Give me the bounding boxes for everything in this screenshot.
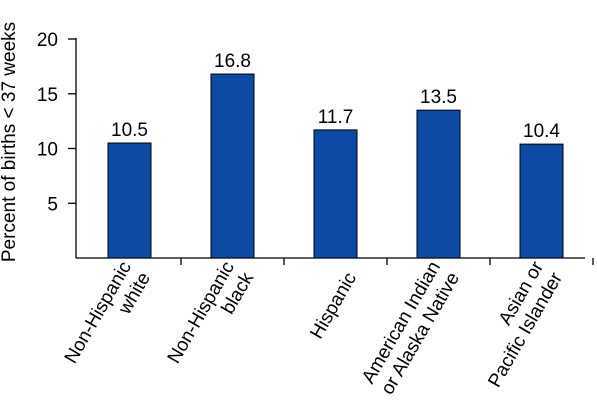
bar-value-label: 10.5 bbox=[111, 120, 148, 141]
bars bbox=[107, 73, 594, 265]
y-tick-label: 15 bbox=[37, 85, 58, 106]
y-axis-title: Percent of births < 37 weeks bbox=[0, 22, 20, 262]
y-axis-ticks: 5 10 15 20 bbox=[37, 30, 76, 215]
y-tick-label: 10 bbox=[37, 140, 58, 161]
category-labels: Non-Hispanicwhite Non-Hispanicblack Hispan… bbox=[61, 257, 568, 398]
bar-value-label: 13.5 bbox=[420, 87, 457, 108]
bar bbox=[416, 109, 461, 259]
category-label-line: Hispanic bbox=[306, 269, 361, 343]
bar bbox=[107, 142, 152, 259]
category-label: Asian orPacific Islander bbox=[465, 257, 567, 391]
bar-value-label: 11.7 bbox=[318, 107, 354, 128]
category-label: American Indianor Alaska Native bbox=[358, 258, 464, 398]
bar bbox=[210, 73, 255, 259]
category-label: Non-Hispanicblack bbox=[164, 258, 259, 379]
bar-value-label: 10.4 bbox=[523, 121, 560, 142]
category-label: Non-Hispanicwhite bbox=[61, 258, 155, 378]
y-tick-label: 20 bbox=[37, 30, 58, 51]
bar bbox=[313, 129, 358, 259]
bar-value-label: 16.8 bbox=[214, 51, 251, 72]
category-label: Hispanic bbox=[306, 269, 361, 343]
value-labels: 10.5 16.8 11.7 13.5 10.4 bbox=[111, 51, 560, 142]
bar bbox=[519, 143, 564, 259]
y-tick-label: 5 bbox=[47, 194, 58, 215]
